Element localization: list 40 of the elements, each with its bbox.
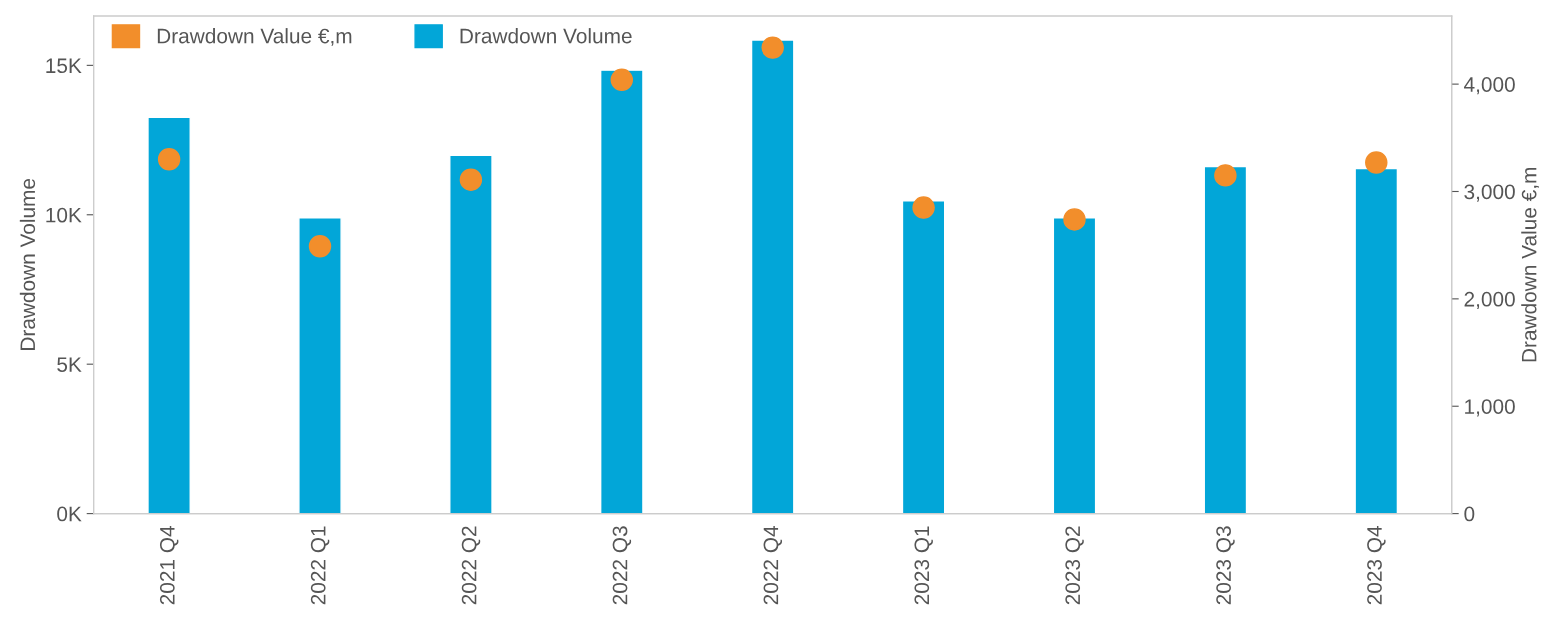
x-tick-label: 2023 Q1: [914, 526, 933, 605]
bar: [599, 69, 644, 514]
bar: [1354, 167, 1399, 514]
point: [1214, 164, 1237, 187]
point: [459, 168, 483, 191]
bar: [147, 116, 191, 514]
x-tick-label: 2023 Q4: [1367, 526, 1386, 605]
point: [1063, 208, 1086, 231]
y-axis-title: Drawdown Volume: [19, 178, 36, 350]
y-tick-label: 0K: [57, 506, 82, 522]
y2-tick-label: 2,000: [1464, 291, 1515, 310]
bar: [298, 217, 342, 514]
bar: [750, 39, 795, 514]
x-tick-label: 2022 Q3: [612, 526, 632, 605]
bar: [1052, 217, 1097, 514]
y2-tick-label: 1,000: [1465, 399, 1515, 417]
point: [157, 148, 181, 171]
y2-tick-label: 4,000: [1464, 77, 1515, 95]
x-tick-label: 2022 Q1: [310, 526, 330, 605]
point: [610, 68, 634, 92]
x-tick-label: 2021 Q4: [159, 526, 179, 605]
point: [761, 36, 784, 59]
y-tick-label: 10K: [46, 207, 82, 223]
x-tick-label: 2023 Q2: [1065, 526, 1084, 605]
point: [308, 235, 332, 258]
legend-label: Drawdown Volume: [460, 28, 632, 44]
legend-label: Drawdown Value €,m: [157, 28, 352, 46]
bar: [1203, 165, 1248, 514]
bar: [449, 154, 493, 514]
x-tick-label: 2023 Q3: [1216, 526, 1235, 605]
x-tick-label: 2022 Q4: [763, 526, 783, 605]
y2-tick-label: 3,000: [1464, 184, 1515, 202]
y-tick-label: 5K: [57, 357, 82, 372]
point: [912, 196, 935, 219]
point: [1365, 151, 1388, 174]
bar: [901, 200, 946, 514]
y2-tick-label: 0: [1464, 506, 1475, 522]
y-tick-label: 15K: [46, 58, 82, 74]
x-tick-label: 2022 Q2: [461, 526, 481, 605]
y2-axis-title: Drawdown Value €,m: [1521, 167, 1539, 362]
